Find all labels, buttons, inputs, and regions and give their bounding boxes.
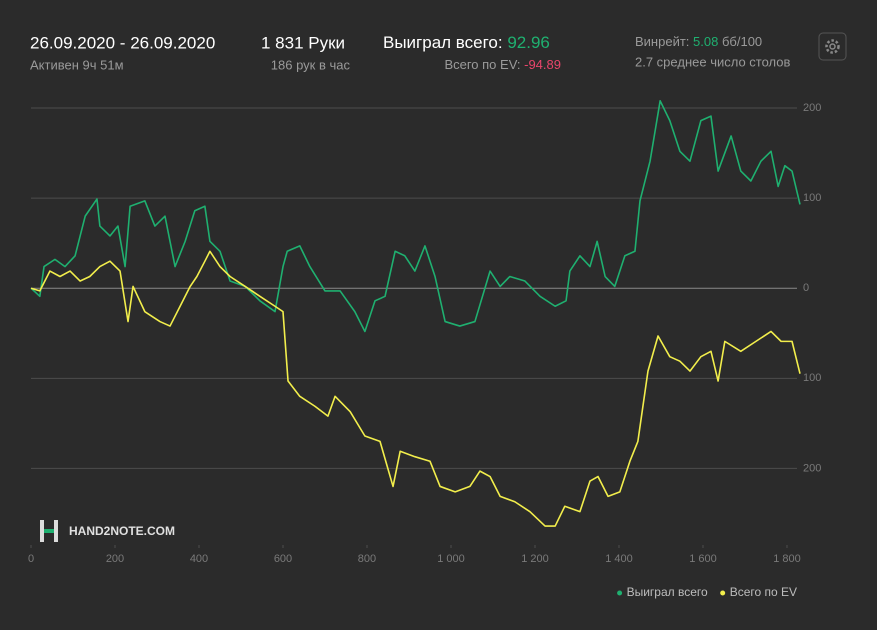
date-range: 26.09.2020 - 26.09.2020 [30, 33, 215, 52]
x-tick-label: 1 000 [437, 553, 465, 565]
legend-label: Выиграл всего [627, 585, 708, 599]
won-label: Выиграл всего: [383, 33, 503, 52]
ev-total: Всего по EV: -94.89 [444, 57, 561, 72]
x-tick-label: 1 600 [689, 553, 717, 565]
x-tick-label: 400 [190, 553, 208, 565]
series-line [30, 250, 801, 527]
logo-text: HAND2NOTE.COM [69, 524, 175, 538]
legend-swatch [720, 590, 726, 596]
ev-label: Всего по EV: [444, 57, 520, 72]
winrate-unit: бб/100 [722, 34, 762, 49]
logo-bar [40, 520, 44, 542]
x-tick-label: 0 [28, 553, 34, 565]
series-line [30, 100, 801, 333]
x-tick-label: 600 [274, 553, 292, 565]
y-tick-label: 100 [803, 372, 821, 384]
won-value: 92.96 [507, 33, 550, 52]
y-tick-label: 200 [803, 462, 821, 474]
winrate-label: Винрейт: [635, 34, 689, 49]
legend-label: Всего по EV [730, 585, 797, 599]
won-total: Выиграл всего: 92.96 [383, 33, 550, 52]
hands: 1 831 Руки [261, 33, 345, 52]
tables: 2.7 среднее число столов [635, 54, 791, 69]
logo-bar [44, 529, 54, 533]
winrate-value: 5.08 [693, 34, 718, 49]
winrate: Винрейт: 5.08 бб/100 [635, 34, 762, 49]
ev-value: -94.89 [524, 57, 561, 72]
x-tick-label: 1 400 [605, 553, 633, 565]
gear-teeth[interactable] [825, 39, 840, 54]
logo: HAND2NOTE.COM [40, 520, 175, 542]
x-tick-label: 200 [106, 553, 124, 565]
y-tick-label: 0 [803, 282, 809, 294]
legend-swatch [617, 590, 623, 596]
logo-bar [54, 520, 58, 542]
hands-per-hour: 186 рук в час [271, 57, 351, 72]
gear-hub[interactable] [829, 43, 836, 50]
y-tick-label: 200 [803, 102, 821, 114]
y-tick-label: 100 [803, 192, 821, 204]
settings-button[interactable] [818, 32, 847, 61]
active-time: Активен 9ч 51м [30, 57, 124, 72]
settings-frame[interactable] [818, 32, 847, 61]
x-tick-label: 800 [358, 553, 376, 565]
x-tick-label: 1 800 [773, 553, 801, 565]
x-tick-label: 1 200 [521, 553, 549, 565]
